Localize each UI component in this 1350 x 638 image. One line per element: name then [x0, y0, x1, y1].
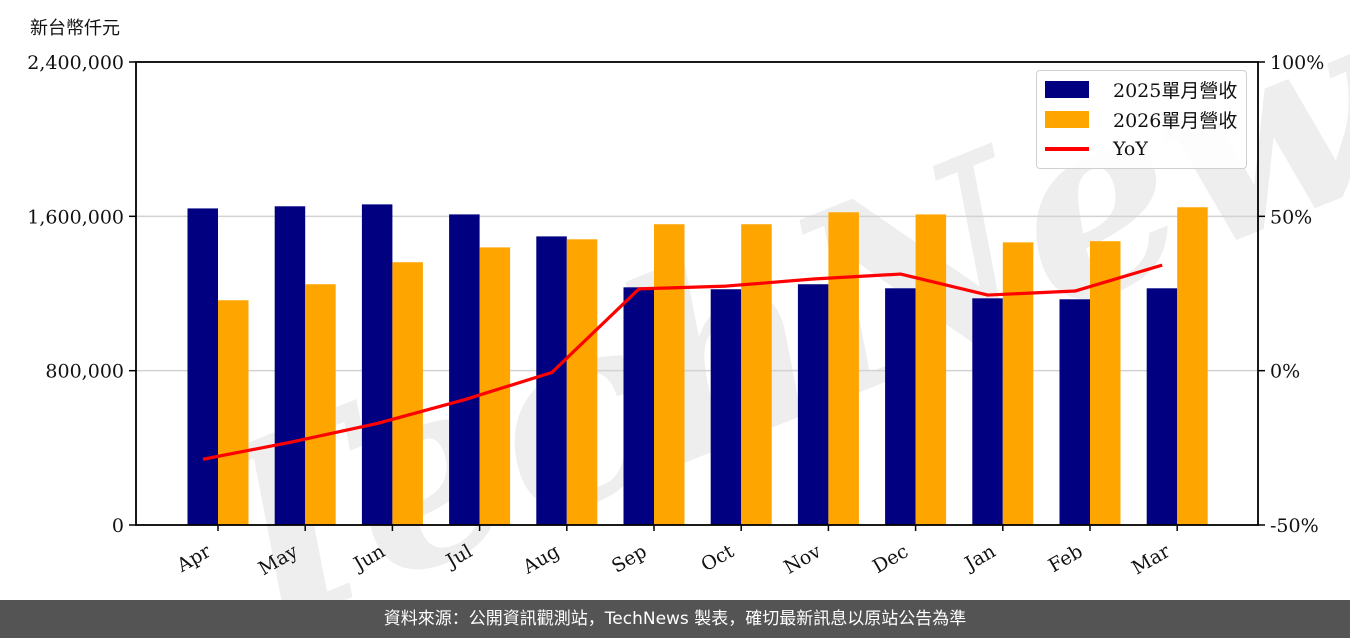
bar-2025-mar	[1146, 288, 1178, 525]
y-tick-label: 800,000	[45, 361, 124, 383]
bar-2025-aug	[536, 236, 567, 525]
legend-item-2025: 2025單月營收	[1045, 76, 1237, 102]
bar-2025-jul	[449, 214, 480, 525]
legend-item-yoy: YoY	[1045, 136, 1148, 162]
bar-2026-jun	[392, 262, 423, 525]
plot-frame	[135, 61, 1259, 526]
bar-2025-oct	[710, 289, 742, 525]
bar-2025-jun	[361, 204, 393, 525]
bar-2026-mar	[1177, 207, 1208, 526]
y2-tick-label: 0%	[1270, 361, 1300, 383]
legend-swatch-2026	[1045, 110, 1089, 128]
x-tick-label-nov: Nov	[780, 540, 825, 579]
bar-2026-sep	[654, 224, 685, 525]
bar-2025-jan	[972, 298, 1003, 525]
bar-2026-apr	[218, 300, 249, 525]
y2-tick-label: -50%	[1270, 515, 1319, 537]
legend-label-2025: 2025單月營收	[1113, 79, 1238, 102]
bars	[187, 204, 1208, 526]
y-tick-label: 0	[112, 515, 124, 537]
bar-2026-oct	[741, 224, 772, 525]
x-tick-label-jan: Jan	[960, 540, 1000, 576]
bar-2026-nov	[828, 212, 859, 525]
x-tick-label-dec: Dec	[869, 540, 912, 578]
bar-2025-nov	[797, 284, 829, 525]
y-axis-unit-label: 新台幣仟元	[30, 18, 120, 39]
bar-2026-jan	[1002, 242, 1034, 526]
legend: 2025單月營收 2026單月營收 YoY	[1036, 70, 1247, 169]
bar-2026-dec	[915, 214, 947, 525]
bar-2026-aug	[566, 239, 598, 526]
bar-2025-dec	[885, 288, 916, 525]
y2-tick-label: 50%	[1270, 206, 1312, 228]
source-footer: 資料來源：公開資訊觀測站，TechNews 製表，確切最新訊息以原站公告為準	[0, 600, 1350, 638]
bar-2025-apr	[187, 208, 218, 525]
bar-2026-may	[305, 284, 336, 525]
revenue-chart: TechNews 0800,0001,600,0002,400,000-50%0…	[27, 0, 1350, 600]
legend-label-yoy: YoY	[1113, 138, 1148, 160]
legend-swatch-2025	[1045, 80, 1089, 98]
x-tick-label-feb: Feb	[1045, 540, 1087, 577]
yoy-polyline	[202, 263, 1163, 461]
y-tick-label: 1,600,000	[27, 206, 124, 228]
legend-line-yoy	[1045, 147, 1089, 151]
y2-tick-label: 100%	[1270, 52, 1324, 74]
legend-item-2026: 2026單月營收	[1045, 106, 1237, 132]
x-tick-label-mar: Mar	[1128, 540, 1174, 579]
bar-2025-feb	[1059, 299, 1090, 525]
bar-2026-feb	[1090, 241, 1121, 525]
x-tick-label-oct: Oct	[697, 540, 738, 576]
y-tick-label: 2,400,000	[27, 52, 124, 74]
legend-label-2026: 2026單月營收	[1113, 109, 1238, 132]
yoy-line	[202, 263, 1163, 461]
bar-2025-sep	[623, 287, 654, 525]
bar-2025-may	[274, 206, 306, 525]
